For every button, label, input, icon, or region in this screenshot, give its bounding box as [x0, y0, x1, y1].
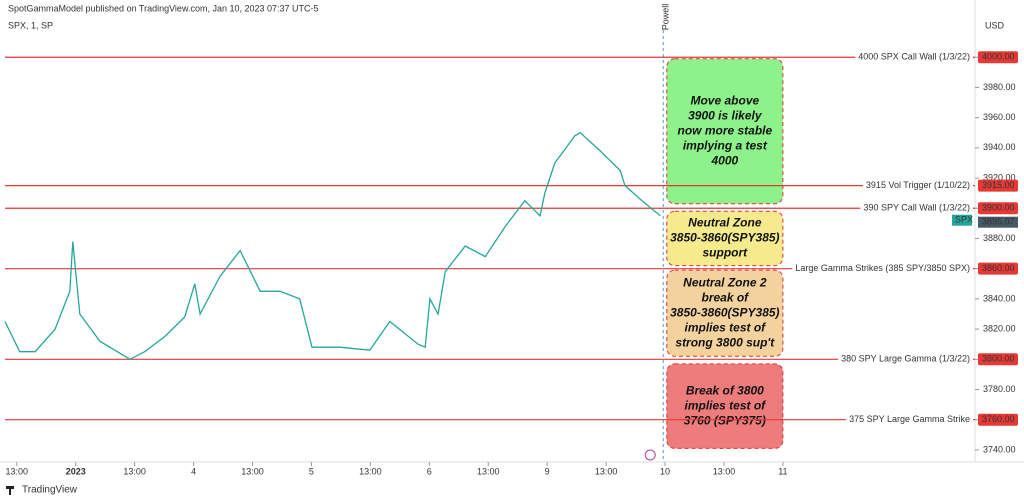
level-text: 380 SPY Large Gamma (1/3/22)	[841, 354, 970, 364]
price-line	[4, 131, 661, 361]
zone-text: implies test of	[684, 320, 766, 334]
level-tag-label: 3915.00	[982, 180, 1015, 190]
level-tag	[978, 353, 1018, 366]
zone-text: Break of 3800	[686, 383, 764, 397]
x-tick-label: 6	[427, 466, 432, 476]
currency: USD	[985, 20, 1005, 30]
y-tick-label: 3940.00	[983, 142, 1016, 152]
level-text-bg	[860, 202, 973, 213]
level-text: 375 SPY Large Gamma Strike	[849, 414, 970, 424]
level-text: 390 SPY Call Wall (1/3/22)	[863, 203, 970, 213]
zone-text: implies test of	[684, 398, 766, 412]
zone-text: now more stable	[677, 123, 772, 137]
level-text-bg	[862, 179, 973, 190]
footer: TradingView	[22, 485, 78, 496]
y-tick-label: 3980.00	[983, 82, 1016, 92]
level-tag	[978, 202, 1018, 215]
symbol: SPX, 1, SP	[8, 20, 53, 30]
level-text: 4000 SPX Call Wall (1/3/22)	[858, 52, 970, 62]
level-text-bg	[846, 414, 973, 425]
level-tag-label: 3800.00	[982, 354, 1015, 364]
level-text-bg	[855, 51, 974, 62]
level-tag	[978, 262, 1018, 275]
y-tick-label: 3960.00	[983, 112, 1016, 122]
x-tick-label: 13:00	[123, 466, 146, 476]
level-tag-label: 3900.00	[982, 203, 1015, 213]
x-tick-label: 13:00	[241, 466, 264, 476]
level-tag-label: 4000.00	[982, 52, 1015, 62]
zone-text: Move above	[690, 93, 759, 107]
zone-text: Neutral Zone	[688, 216, 762, 230]
zone-text: 3850-3860(SPY385)	[670, 231, 779, 245]
x-tick-label: 9	[545, 466, 550, 476]
zone-box	[666, 58, 784, 205]
zone-text: break of	[701, 290, 749, 304]
y-tick-label: 3780.00	[983, 384, 1016, 394]
x-tick-label: 11	[778, 466, 787, 476]
level-tag	[978, 51, 1018, 64]
level-tag	[978, 179, 1018, 192]
level-tag-label: 3860.00	[982, 263, 1015, 273]
level-text: Large Gamma Strikes (385 SPY/3850 SPX)	[795, 263, 970, 273]
x-tick-label: 2023	[66, 466, 86, 476]
header: SpotGammaModel published on TradingView.…	[8, 3, 319, 13]
symbol-tag	[952, 214, 972, 226]
zone-box	[666, 363, 784, 449]
y-tick-label: 3740.00	[983, 444, 1016, 454]
x-tick-label: 13:00	[595, 466, 618, 476]
zone-text: 4000	[710, 153, 738, 167]
zone-text: 3900 is likely	[688, 108, 763, 122]
zone-box	[666, 269, 784, 357]
y-tick-label: 3840.00	[983, 293, 1016, 303]
y-tick-label: 3920.00	[983, 172, 1016, 182]
last-price-label: 3895.07	[982, 217, 1015, 227]
y-tick-label: 3820.00	[983, 323, 1016, 333]
x-tick-label: 13:00	[6, 466, 29, 476]
zone-text: 3850-3860(SPY385)	[670, 305, 779, 319]
zone-text: Neutral Zone 2	[683, 275, 767, 289]
symbol-tag-label: SPX	[955, 215, 973, 225]
zone-text: implying a test	[683, 138, 768, 152]
x-tick-label: 13:00	[477, 466, 500, 476]
level-text: 3915 Vol Trigger (1/10/22)	[866, 180, 970, 190]
level-text-bg	[792, 263, 973, 274]
y-tick-label: 3880.00	[983, 233, 1016, 243]
x-tick-label: 4	[191, 466, 196, 476]
x-tick-label: 5	[309, 466, 314, 476]
zone-text: strong 3800 sup't	[675, 335, 775, 349]
event-label: Powell	[661, 4, 671, 31]
level-tag	[978, 413, 1018, 426]
x-tick-label: 13:00	[359, 466, 382, 476]
level-text-bg	[838, 353, 974, 364]
x-tick-label: 10	[660, 466, 670, 476]
level-tag-label: 3760.00	[982, 414, 1015, 424]
logo	[6, 486, 14, 495]
last-price-tag	[978, 216, 1018, 228]
event-marker	[644, 449, 656, 461]
x-tick-label: 13:00	[713, 466, 736, 476]
zone-box	[666, 210, 784, 267]
zone-text: support	[703, 246, 749, 260]
